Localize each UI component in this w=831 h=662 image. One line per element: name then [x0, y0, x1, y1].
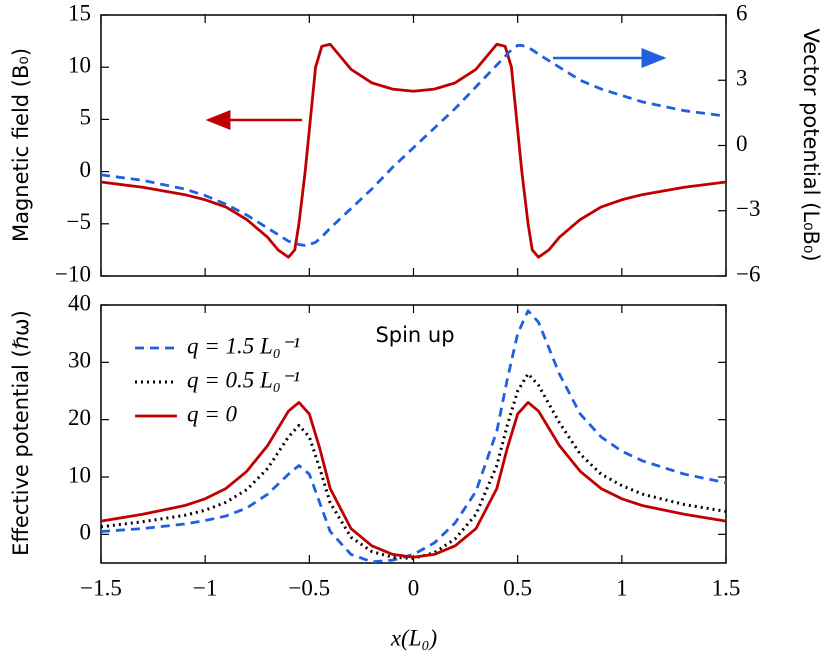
x-tick-label: 0.5 — [503, 575, 532, 600]
y-tick-label: 20 — [68, 405, 91, 430]
legend-label: q = 0.5 L₀⁻¹ — [187, 367, 300, 392]
x-tick-label: −1 — [193, 575, 217, 600]
x-tick-label: 0 — [408, 575, 420, 600]
x-tick-label: 1 — [616, 575, 628, 600]
x-axis-label: x(L₀) — [390, 625, 437, 650]
y-tick-label: 40 — [68, 290, 91, 315]
annotation: Spin up — [375, 323, 454, 347]
y2-tick-label: −6 — [736, 261, 760, 286]
y2-tick-label: −3 — [736, 196, 760, 221]
legend-label: q = 0 — [187, 401, 238, 426]
x-tick-label: −0.5 — [288, 575, 330, 600]
data-line — [100, 401, 727, 559]
y-tick-label: 0 — [80, 157, 92, 182]
x-tick-label: 1.5 — [712, 575, 741, 600]
data-line — [100, 309, 727, 564]
x-tick-label: −1.5 — [80, 575, 122, 600]
y-tick-label: −5 — [67, 209, 91, 234]
y-tick-label: 5 — [80, 105, 92, 130]
y-tick-label: 30 — [68, 348, 91, 373]
data-line — [100, 44, 727, 247]
y-tick-label: 10 — [68, 52, 91, 77]
legend-label: q = 1.5 L₀⁻¹ — [187, 333, 300, 358]
y-tick-label: 10 — [68, 462, 91, 487]
y-tick-label: 15 — [68, 0, 91, 25]
y-axis-label: Magnetic field (B₀) — [9, 48, 33, 242]
y-tick-label: −10 — [55, 261, 91, 286]
y2-tick-label: 0 — [736, 131, 748, 156]
y2-tick-label: 3 — [736, 66, 748, 91]
y2-tick-label: 6 — [736, 0, 748, 25]
y2-axis-label: Vector potential (L₀B₀) — [799, 28, 823, 261]
plot-frame — [100, 14, 727, 277]
data-line — [100, 42, 727, 259]
y-axis-label: Effective potential (ℏω) — [9, 310, 33, 556]
y-tick-label: 0 — [80, 520, 92, 545]
